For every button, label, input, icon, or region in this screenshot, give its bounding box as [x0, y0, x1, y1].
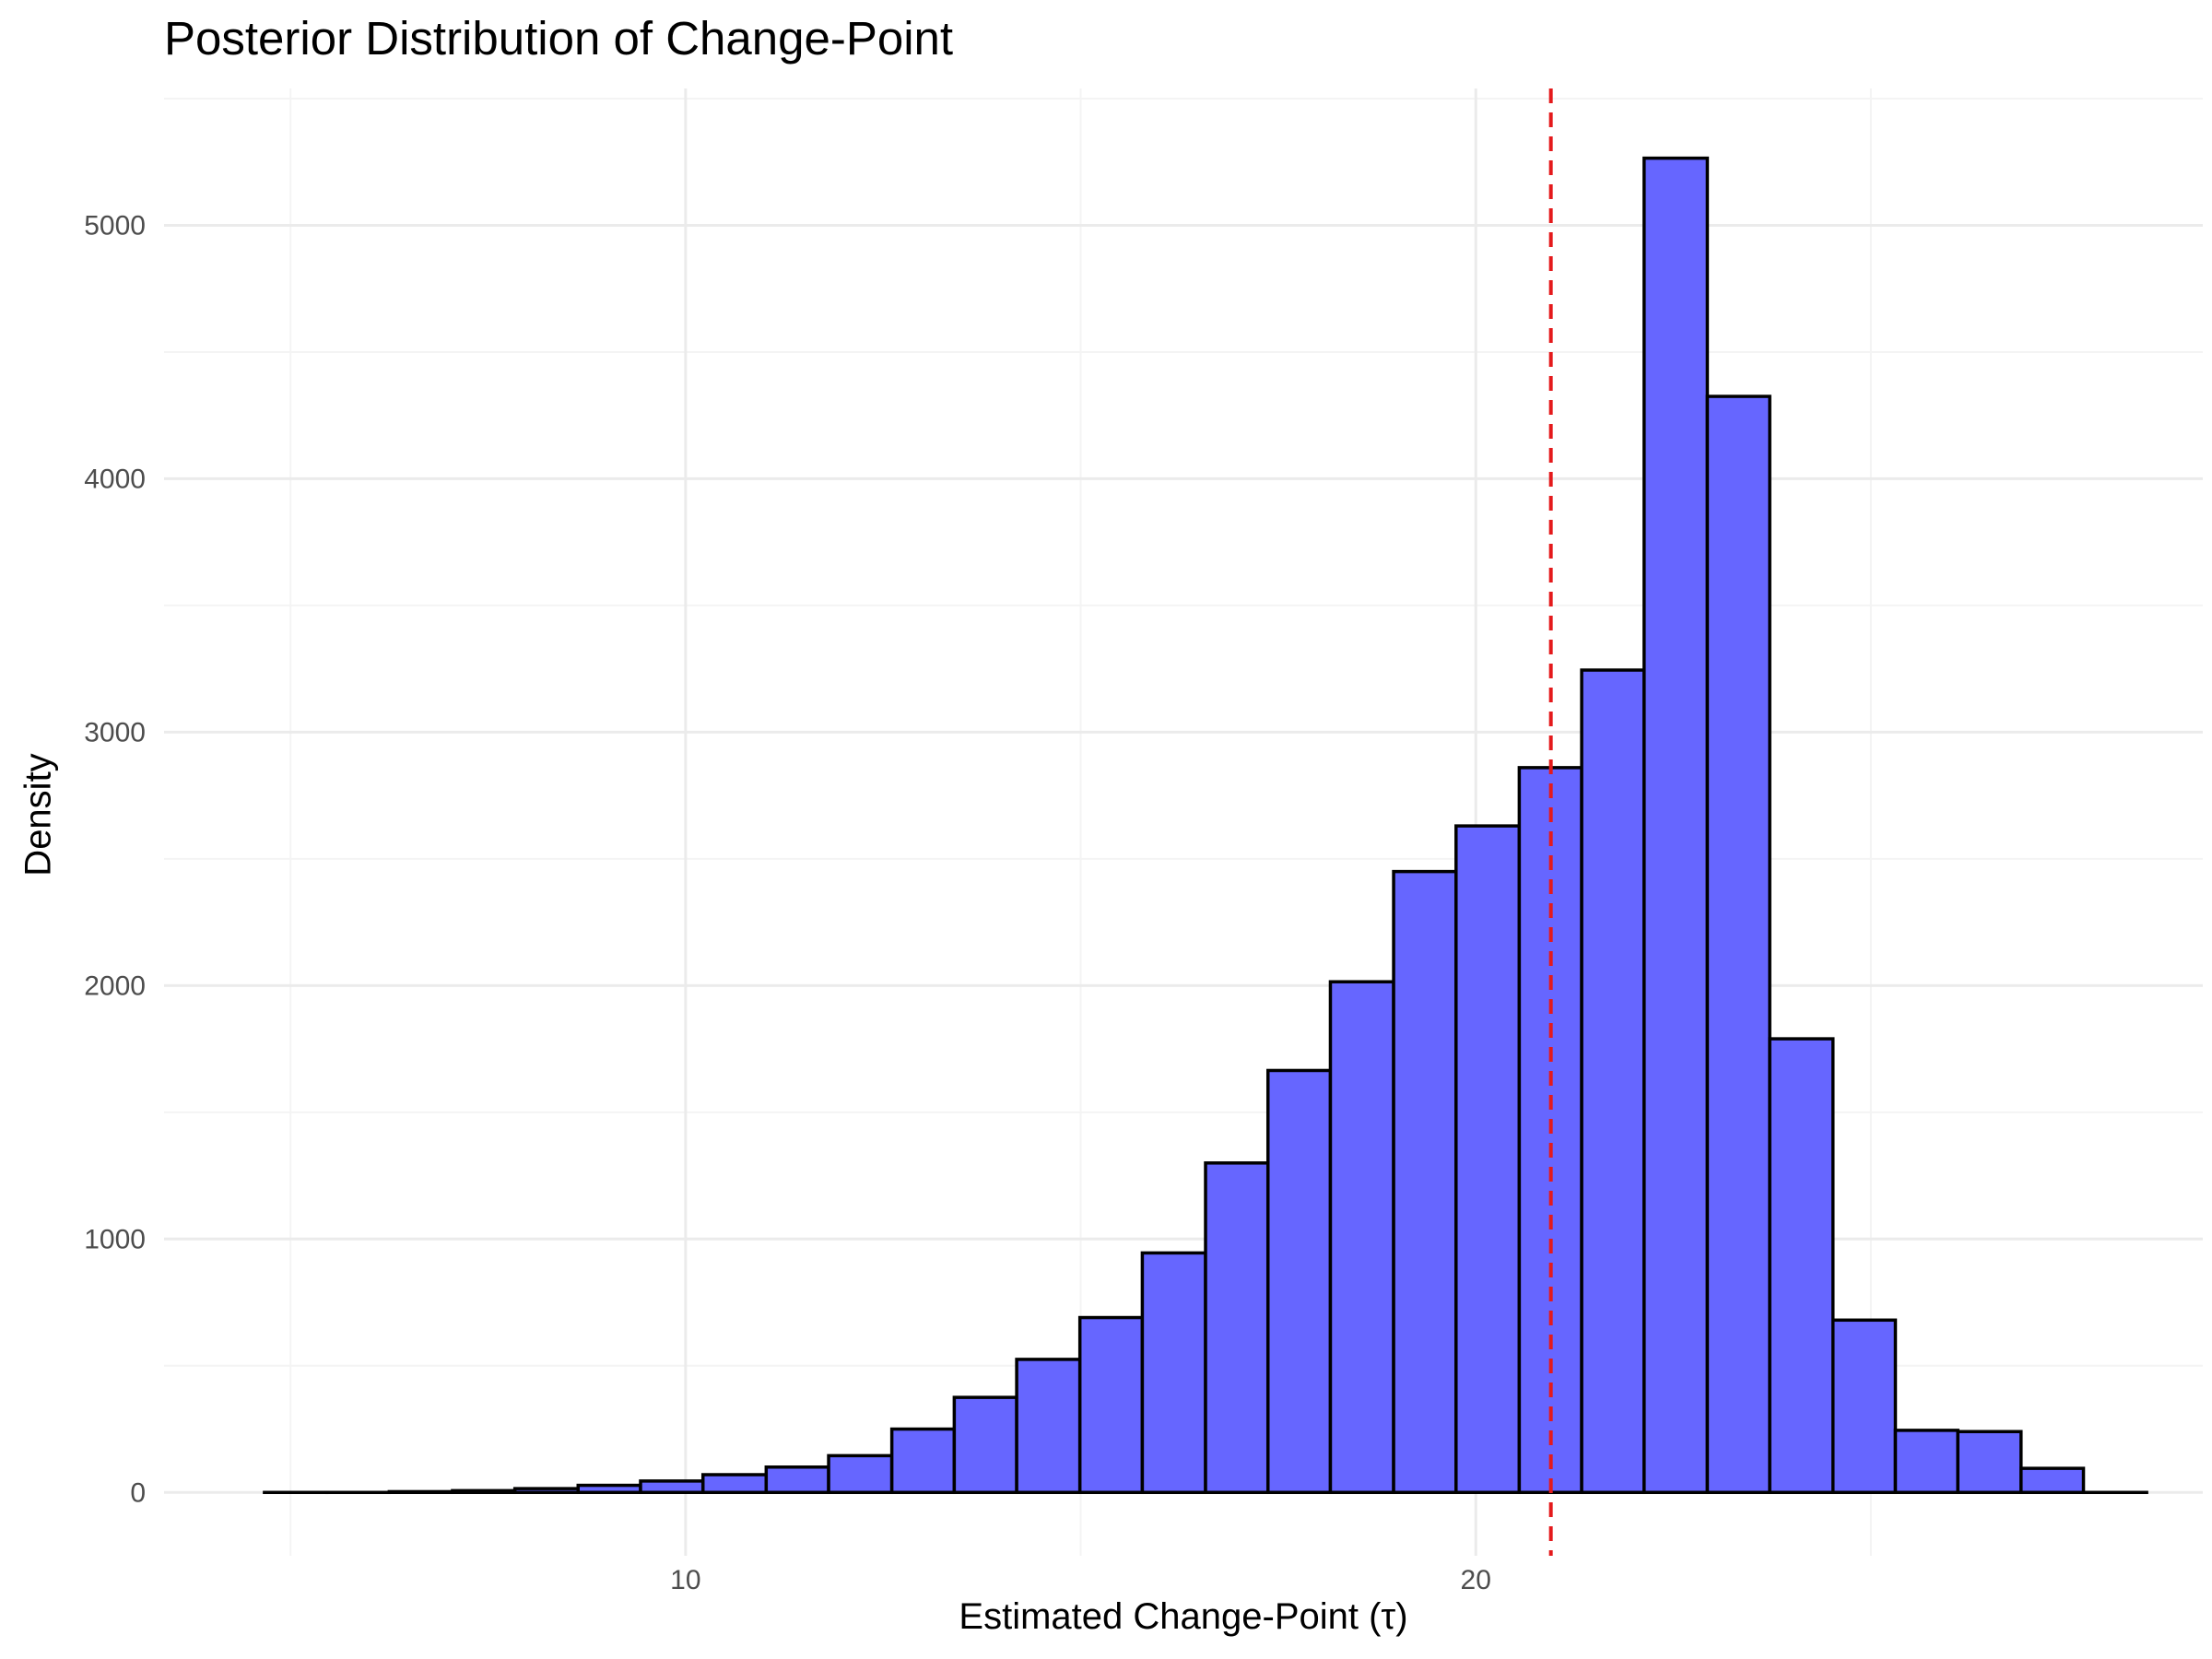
histogram-bar — [1204, 1161, 1270, 1495]
x-tick-label: 20 — [1461, 1565, 1491, 1595]
x-tick-labels: 10 20 — [670, 1565, 1491, 1595]
histogram-bar — [889, 1427, 957, 1495]
histogram-bar — [1580, 668, 1646, 1495]
chart-title: Posterior Distribution of Change-Point — [164, 12, 954, 65]
y-tick-label: 1000 — [84, 1224, 146, 1254]
histogram-bar — [1705, 394, 1771, 1495]
histogram-bar — [700, 1473, 769, 1495]
histogram-bar — [1956, 1430, 2023, 1495]
y-tick-label: 0 — [130, 1477, 146, 1508]
histogram-bar — [1768, 1037, 1835, 1495]
histogram-bar — [451, 1488, 517, 1495]
histogram-bar — [639, 1479, 705, 1495]
minor-gridlines — [164, 88, 2203, 1556]
y-tick-labels: 0 1000 2000 3000 4000 5000 — [84, 210, 146, 1508]
histogram-bar — [1831, 1318, 1898, 1495]
histogram-bar — [1392, 869, 1458, 1495]
histogram-bar — [387, 1489, 454, 1495]
y-tick-label: 4000 — [84, 464, 146, 494]
histogram-bar — [2019, 1466, 2086, 1495]
x-tick-label: 10 — [670, 1565, 700, 1595]
histogram-bar — [1328, 980, 1395, 1495]
histogram-bar — [1642, 156, 1710, 1495]
histogram-bar — [1015, 1358, 1082, 1495]
histogram-bar — [576, 1483, 642, 1495]
y-tick-label: 5000 — [84, 210, 146, 241]
histogram-bar — [1893, 1429, 1959, 1495]
histogram-bar — [1077, 1315, 1145, 1495]
histogram-bars — [263, 156, 2148, 1495]
histogram-bar — [1265, 1068, 1333, 1495]
histogram-bar — [1140, 1251, 1207, 1495]
y-tick-label: 2000 — [84, 971, 146, 1001]
histogram-bar — [764, 1465, 830, 1495]
y-tick-label: 3000 — [84, 717, 146, 747]
histogram-bar — [827, 1453, 894, 1495]
x-axis-label: Estimated Change-Point (τ) — [959, 1596, 1408, 1637]
histogram-bar — [512, 1487, 581, 1495]
histogram-bar — [1454, 824, 1522, 1495]
histogram-bar — [952, 1395, 1018, 1495]
